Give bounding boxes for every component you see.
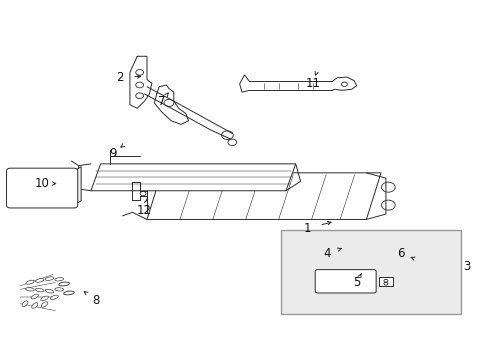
Text: 11: 11 (305, 77, 320, 90)
Ellipse shape (35, 288, 44, 292)
Text: 8: 8 (92, 294, 99, 307)
Text: 7: 7 (158, 95, 165, 108)
Polygon shape (147, 173, 380, 220)
Ellipse shape (45, 277, 54, 280)
Text: 2: 2 (116, 71, 123, 84)
Ellipse shape (41, 296, 48, 301)
FancyBboxPatch shape (6, 168, 78, 208)
FancyBboxPatch shape (315, 270, 375, 293)
Bar (378, 277, 392, 286)
Ellipse shape (22, 301, 28, 307)
Ellipse shape (45, 289, 54, 293)
Ellipse shape (55, 278, 63, 281)
Text: 6: 6 (396, 247, 404, 260)
Ellipse shape (32, 303, 38, 308)
Text: 4: 4 (323, 247, 330, 260)
Text: 10: 10 (35, 177, 49, 190)
Ellipse shape (63, 291, 74, 295)
Polygon shape (74, 167, 81, 205)
Text: 12: 12 (137, 204, 152, 217)
Text: 9: 9 (109, 147, 116, 159)
Ellipse shape (36, 279, 44, 282)
Polygon shape (91, 164, 295, 191)
Text: 1: 1 (304, 222, 311, 235)
Bar (281, 230, 461, 315)
Ellipse shape (26, 280, 34, 284)
Ellipse shape (31, 294, 39, 299)
Ellipse shape (41, 302, 48, 307)
Text: 5: 5 (352, 276, 360, 289)
Ellipse shape (55, 288, 63, 291)
Ellipse shape (50, 295, 58, 300)
Text: 3: 3 (462, 260, 469, 273)
Ellipse shape (25, 288, 34, 291)
Ellipse shape (59, 282, 69, 286)
